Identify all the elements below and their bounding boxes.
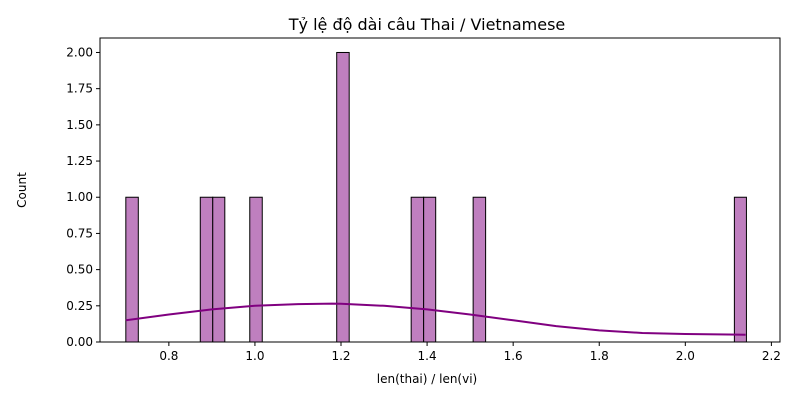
y-tick-label: 1.00 bbox=[66, 190, 93, 204]
plot-frame bbox=[99, 37, 781, 343]
y-tick-label: 1.25 bbox=[66, 154, 93, 168]
histogram-bar bbox=[733, 196, 747, 343]
y-ticks: 0.00 0.25 0.50 0.75 1.00 1.25 1.50 1.75 2.00 bbox=[66, 45, 100, 349]
x-tick-label: 2.2 bbox=[762, 349, 781, 363]
histogram-bar bbox=[423, 196, 437, 343]
chart-title: Tỷ lệ độ dài câu Thai / Vietnamese bbox=[288, 15, 566, 34]
histogram-bar bbox=[410, 196, 425, 343]
histogram-bar bbox=[212, 196, 226, 343]
x-tick-label: 1.4 bbox=[418, 349, 437, 363]
y-tick-label: 1.75 bbox=[66, 82, 93, 96]
x-tick-label: 1.8 bbox=[590, 349, 609, 363]
y-tick-label: 0.50 bbox=[66, 263, 93, 277]
histogram-bar bbox=[199, 196, 214, 343]
kde-group bbox=[125, 302, 746, 336]
y-tick-label: 0.75 bbox=[66, 226, 93, 240]
y-tick-label: 2.00 bbox=[66, 45, 93, 59]
histogram-bar bbox=[472, 196, 487, 343]
x-tick-label: 2.0 bbox=[676, 349, 695, 363]
x-tick-label: 1.2 bbox=[331, 349, 350, 363]
y-tick-label: 1.50 bbox=[66, 118, 93, 132]
histogram-bar bbox=[249, 196, 263, 343]
x-tick-label: 1.0 bbox=[245, 349, 264, 363]
x-axis-label: len(thai) / len(vi) bbox=[377, 372, 477, 386]
x-tick-label: 0.8 bbox=[159, 349, 178, 363]
bars-group bbox=[125, 51, 747, 343]
y-axis-label: Count bbox=[15, 172, 29, 208]
kde-curve bbox=[125, 302, 746, 336]
x-tick-label: 1.6 bbox=[504, 349, 523, 363]
y-tick-label: 0.25 bbox=[66, 299, 93, 313]
histogram-bar bbox=[336, 51, 350, 343]
x-ticks: 0.8 1.0 1.2 1.4 1.6 1.8 2.0 2.2 bbox=[159, 342, 781, 363]
y-tick-label: 0.00 bbox=[66, 335, 93, 349]
